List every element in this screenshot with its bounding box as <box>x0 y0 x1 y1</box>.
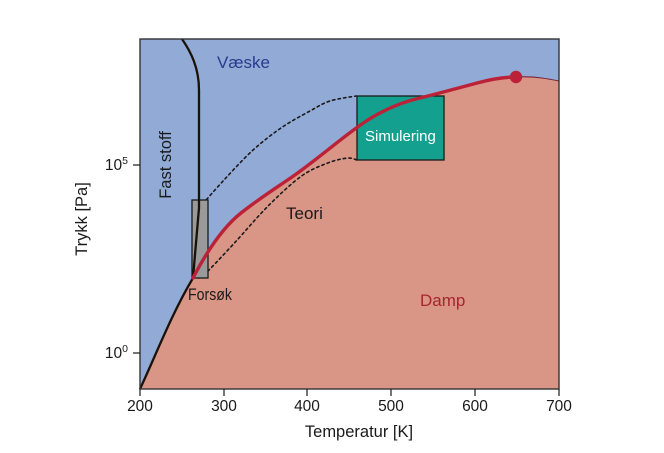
svg-text:Trykk [Pa]: Trykk [Pa] <box>73 182 91 256</box>
svg-text:Fast stoff: Fast stoff <box>157 131 175 199</box>
svg-text:105: 105 <box>105 155 128 174</box>
svg-text:Teori: Teori <box>286 204 323 223</box>
svg-text:Temperatur [K]: Temperatur [K] <box>305 423 413 441</box>
svg-text:Simulering: Simulering <box>365 128 436 145</box>
svg-text:300: 300 <box>211 398 237 415</box>
svg-text:400: 400 <box>294 398 320 415</box>
svg-text:200: 200 <box>127 398 153 415</box>
svg-text:700: 700 <box>546 398 572 415</box>
svg-text:600: 600 <box>462 398 488 415</box>
svg-text:100: 100 <box>105 343 128 362</box>
svg-text:500: 500 <box>378 398 404 415</box>
svg-text:Forsøk: Forsøk <box>188 285 232 304</box>
svg-text:Damp: Damp <box>420 291 465 310</box>
svg-text:Væske: Væske <box>217 53 270 72</box>
